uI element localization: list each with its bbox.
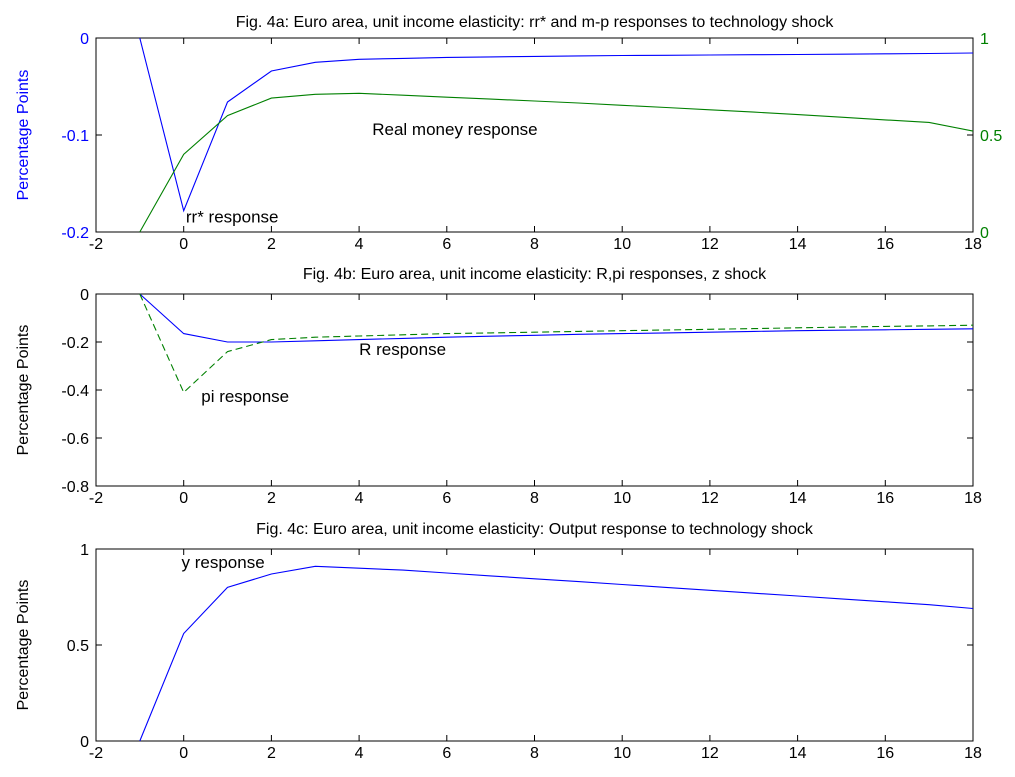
series-line-0	[139, 565, 974, 742]
panel-fig-4c: Fig. 4c: Euro area, unit income elastici…	[15, 521, 982, 762]
annotation-label: y response	[182, 553, 265, 572]
y-axis-label: Percentage Points	[15, 70, 32, 201]
y-tick-label: 0	[80, 31, 89, 48]
x-tick-label: 18	[964, 490, 982, 507]
x-tick-label: 10	[613, 490, 631, 507]
x-tick-label: 2	[267, 745, 276, 762]
chart-title: Fig. 4c: Euro area, unit income elastici…	[256, 521, 814, 538]
annotation-label: R response	[359, 340, 446, 359]
y-tick-label: -0.6	[61, 431, 89, 448]
y-tick-label: 0	[80, 287, 89, 304]
plot-frame	[95, 293, 974, 487]
x-tick-label: -2	[89, 490, 103, 507]
annotation-label: rr* response	[186, 207, 279, 226]
x-tick-label: 6	[442, 745, 451, 762]
plot-frame	[95, 37, 974, 233]
x-tick-label: 14	[789, 236, 807, 253]
x-tick-label: 12	[701, 236, 719, 253]
chart-title: Fig. 4b: Euro area, unit income elastici…	[303, 266, 767, 283]
x-tick-label: 10	[613, 745, 631, 762]
x-tick-label: 16	[876, 490, 894, 507]
y-tick-label: -0.2	[61, 225, 89, 242]
x-tick-label: -2	[89, 745, 103, 762]
series-line-1	[139, 293, 974, 394]
x-tick-label: 14	[789, 745, 807, 762]
x-tick-label: 6	[442, 490, 451, 507]
x-tick-label: -2	[89, 236, 103, 253]
y-tick-label: 0	[80, 734, 89, 751]
y2-tick-label: 0.5	[980, 128, 1002, 145]
x-tick-label: 10	[613, 236, 631, 253]
y-tick-label: -0.1	[61, 128, 89, 145]
x-tick-label: 16	[876, 745, 894, 762]
x-tick-label: 2	[267, 490, 276, 507]
x-tick-label: 18	[964, 236, 982, 253]
x-tick-label: 2	[267, 236, 276, 253]
x-tick-label: 14	[789, 490, 807, 507]
annotation-label: Real money response	[372, 120, 537, 139]
x-tick-label: 0	[179, 490, 188, 507]
y-axis-label: Percentage Points	[15, 580, 32, 711]
x-tick-label: 0	[179, 236, 188, 253]
annotation-label: pi response	[201, 387, 289, 406]
x-tick-label: 6	[442, 236, 451, 253]
y-tick-label: -0.2	[61, 335, 89, 352]
x-tick-label: 18	[964, 745, 982, 762]
series-line-1	[139, 92, 974, 233]
series-line-0	[139, 37, 974, 213]
panel-fig-4a: Fig. 4a: Euro area, unit income elastici…	[15, 14, 1002, 253]
series-line-0	[139, 293, 974, 343]
x-tick-label: 4	[355, 490, 364, 507]
plot-frame	[95, 548, 974, 742]
x-tick-label: 8	[530, 745, 539, 762]
x-tick-label: 12	[701, 745, 719, 762]
panel-fig-4b: Fig. 4b: Euro area, unit income elastici…	[15, 266, 982, 507]
x-tick-label: 4	[355, 745, 364, 762]
x-tick-label: 8	[530, 490, 539, 507]
y2-tick-label: 0	[980, 225, 989, 242]
x-tick-label: 0	[179, 745, 188, 762]
y-tick-label: 0.5	[67, 638, 89, 655]
x-tick-label: 16	[876, 236, 894, 253]
x-tick-label: 12	[701, 490, 719, 507]
y-tick-label: -0.4	[61, 383, 89, 400]
y-tick-label: 1	[80, 542, 89, 559]
x-tick-label: 4	[355, 236, 364, 253]
x-tick-label: 8	[530, 236, 539, 253]
chart-title: Fig. 4a: Euro area, unit income elastici…	[236, 14, 835, 31]
y-tick-label: -0.8	[61, 479, 89, 496]
y2-tick-label: 1	[980, 31, 989, 48]
y-axis-label: Percentage Points	[15, 325, 32, 456]
